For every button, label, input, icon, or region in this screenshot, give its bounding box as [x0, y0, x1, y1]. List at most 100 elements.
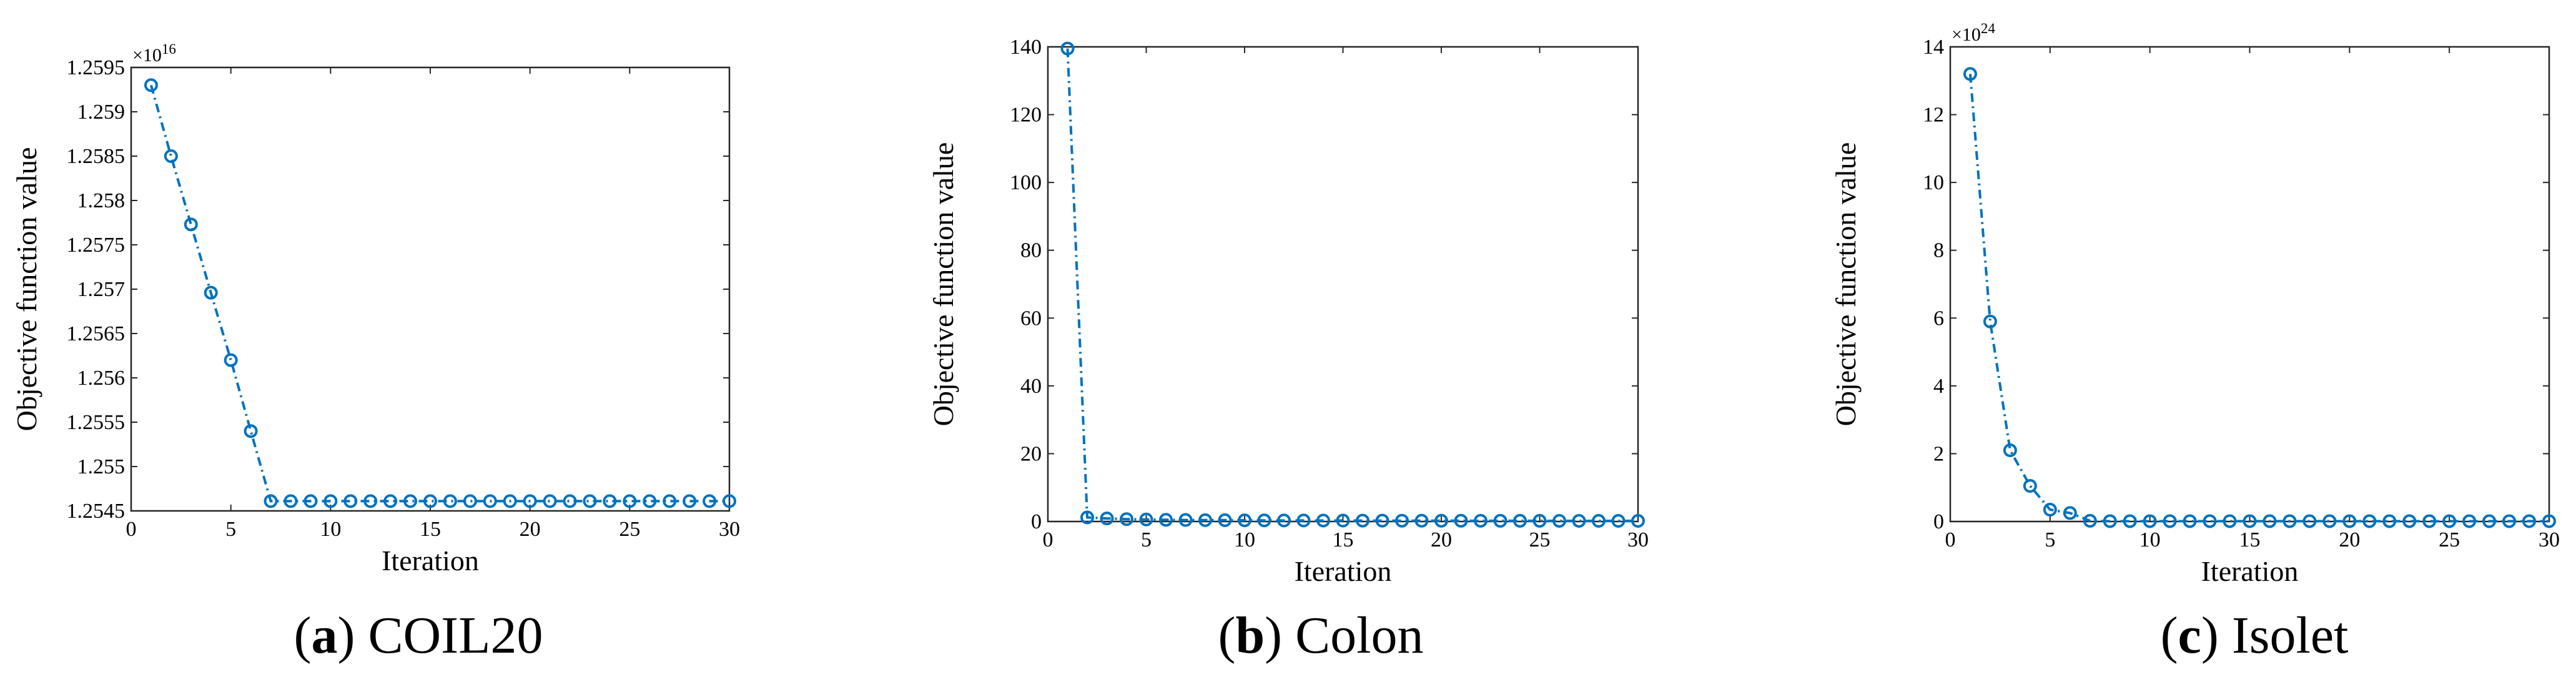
y-tick-label: 1.2585 — [67, 145, 126, 168]
y-tick-label: 20 — [1020, 442, 1042, 465]
data-point — [2063, 506, 2077, 520]
data-point — [1513, 513, 1527, 528]
chart-panel-a: 0 5 10 15 20 25 30 1.2545 1.255 1.2555 1.256 1.2565… — [11, 41, 740, 665]
panel-caption: (c) Isolet — [2161, 606, 2349, 665]
data-point — [1493, 513, 1508, 528]
data-point — [2542, 514, 2556, 528]
data-point — [1238, 513, 1251, 528]
y-tick-label: 1.2595 — [67, 56, 126, 79]
data-point — [1120, 512, 1133, 526]
x-tick-label: 25 — [1529, 528, 1551, 551]
plot-frame — [130, 66, 731, 512]
data-point — [1963, 67, 1977, 81]
data-point — [1060, 41, 1075, 56]
y-exponent-label: ×1024 — [1952, 21, 1995, 45]
x-tick-label: 10 — [320, 518, 341, 541]
data-point — [2103, 514, 2117, 528]
y-tick-label: 1.2545 — [67, 500, 126, 523]
y-tick-label: 60 — [1020, 307, 1042, 330]
y-tick-label: 6 — [1933, 307, 1944, 330]
y-tick-label: 100 — [1010, 171, 1042, 194]
x-tick-label: 0 — [1945, 528, 1956, 551]
panel-caption: (a) COIL20 — [294, 606, 543, 665]
data-point — [503, 494, 517, 508]
x-tick-label: 15 — [1333, 528, 1354, 551]
data-point — [2083, 513, 2097, 528]
data-point — [2422, 514, 2437, 528]
y-tick-label: 4 — [1933, 375, 1944, 398]
data-point — [2043, 503, 2057, 517]
data-point — [1296, 513, 1311, 528]
data-point — [2282, 514, 2297, 528]
data-point — [1336, 513, 1350, 528]
y-tick-label: 140 — [1010, 36, 1042, 59]
x-tick-label: 25 — [619, 518, 640, 541]
data-point — [303, 494, 318, 508]
x-tick-label: 15 — [2239, 528, 2261, 551]
x-tick-label: 25 — [2439, 528, 2460, 551]
y-tick-label: 1.2555 — [67, 411, 126, 434]
data-point — [2143, 514, 2157, 528]
data-point — [1434, 513, 1448, 528]
data-point — [1218, 513, 1232, 527]
data-point — [2023, 479, 2037, 493]
x-tick-label: 5 — [1141, 528, 1152, 551]
data-point — [603, 494, 617, 508]
data-point — [1178, 513, 1193, 527]
plot-frame — [1949, 46, 2550, 523]
data-point — [1414, 513, 1429, 528]
data-point — [2402, 514, 2417, 528]
y-tick-label: 1.256 — [77, 367, 126, 390]
data-point — [1454, 513, 1468, 528]
series-line — [1969, 74, 2549, 523]
data-point — [2163, 514, 2177, 528]
data-point — [1100, 512, 1114, 526]
data-point — [2442, 514, 2457, 528]
data-point — [1983, 314, 1997, 329]
data-point — [144, 78, 158, 92]
y-tick-label: 8 — [1933, 239, 1944, 262]
data-point — [2362, 514, 2377, 528]
data-point — [2183, 514, 2197, 528]
data-point — [2462, 514, 2477, 528]
y-axis-label: Objective function value — [1830, 142, 1862, 427]
data-point — [184, 217, 198, 232]
data-point — [1356, 513, 1369, 528]
data-point — [1532, 513, 1547, 528]
data-point — [463, 494, 477, 508]
y-tick-label: 0 — [1933, 510, 1944, 533]
y-tick-label: 1.255 — [77, 455, 126, 478]
y-axis-label: Objective function value — [927, 142, 959, 427]
x-tick-label: 15 — [420, 518, 441, 541]
data-point — [2302, 514, 2317, 528]
data-point — [244, 424, 258, 438]
data-point — [383, 494, 398, 508]
data-point — [643, 494, 657, 508]
x-tick-label: 5 — [2045, 528, 2055, 551]
data-point — [1592, 514, 1606, 528]
data-point — [164, 149, 178, 163]
x-axis-label: Iteration — [2201, 555, 2299, 587]
x-axis-label: Iteration — [1295, 555, 1392, 587]
x-tick-label: 30 — [2539, 528, 2560, 551]
data-point — [703, 494, 717, 508]
x-tick-label: 10 — [1234, 528, 1255, 551]
chart-panel-c: 0 5 10 15 20 25 30 0 2 4 6 8 10 12 14 ×1024 Iteration Obj… — [1830, 21, 2560, 665]
data-point — [583, 494, 597, 508]
y-tick-label: 40 — [1020, 375, 1042, 398]
data-point — [1552, 513, 1566, 528]
data-point — [284, 494, 298, 508]
data-point — [2263, 514, 2277, 528]
data-point — [1316, 513, 1330, 528]
x-tick-label: 30 — [1627, 528, 1649, 551]
data-point — [323, 494, 338, 508]
data-point — [623, 494, 637, 508]
data-point — [2522, 514, 2537, 528]
chart-panel-b: 0 5 10 15 20 25 30 0 20 40 60 80 100 120 140 Iteration O… — [927, 36, 1649, 665]
data-point — [1375, 513, 1389, 528]
y-exponent-label: ×1016 — [132, 41, 176, 66]
data-point — [2322, 514, 2337, 528]
data-point — [443, 494, 457, 508]
data-point — [563, 494, 577, 508]
